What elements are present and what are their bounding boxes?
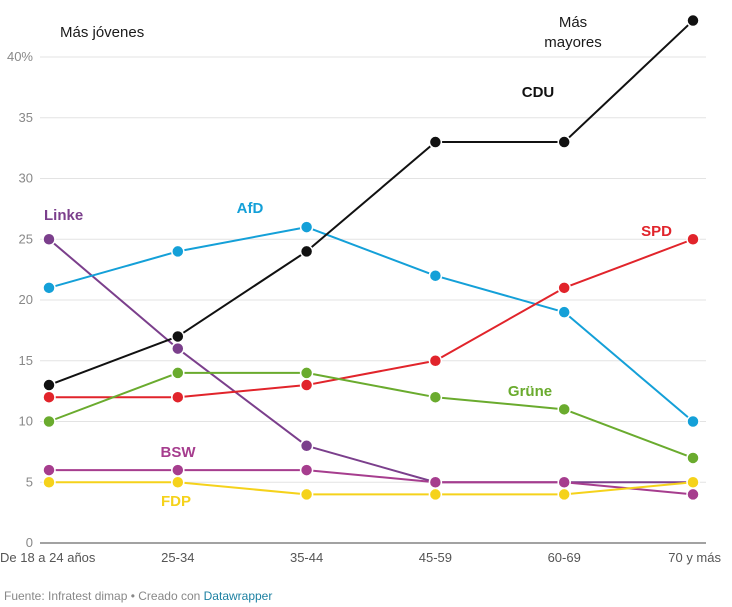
series-cdu (42, 13, 700, 392)
source-footer: Fuente: Infratest dimap • Creado con Dat… (4, 589, 272, 603)
series-line (48, 238, 693, 484)
data-point (557, 487, 571, 502)
data-point (428, 135, 443, 149)
data-point (686, 475, 700, 489)
data-point (42, 378, 56, 392)
series-label-bsw: BSW (161, 444, 197, 461)
data-point (686, 232, 700, 246)
data-point (171, 329, 185, 344)
source-text: Fuente: Infratest dimap • Creado con (4, 589, 204, 603)
data-point (171, 341, 185, 356)
annotation-older-line1: Más (559, 14, 587, 31)
series-label-linke: Linke (44, 207, 83, 224)
data-point (428, 268, 443, 283)
series-label-grne: Grüne (508, 383, 552, 400)
series-label-afd: AfD (237, 200, 264, 217)
x-tick-label: 35-44 (290, 550, 323, 565)
data-point (428, 487, 443, 502)
series-line (48, 19, 694, 386)
data-point (171, 244, 185, 259)
series-line (49, 469, 694, 496)
data-point (171, 366, 185, 380)
data-point (557, 402, 571, 417)
series-line (49, 481, 694, 496)
data-point (171, 390, 185, 404)
data-point (428, 390, 443, 404)
y-tick-label: 0 (26, 535, 33, 550)
data-point (557, 475, 571, 489)
series-lines (42, 13, 700, 502)
data-point (686, 13, 700, 28)
data-point (428, 475, 443, 489)
y-tick-label: 25 (19, 231, 33, 246)
annotation-younger: Más jóvenes (60, 24, 144, 41)
data-point (686, 451, 700, 465)
series-label-fdp: FDP (161, 493, 191, 510)
data-point (299, 244, 314, 259)
data-point (42, 414, 56, 429)
annotation-older-line2: mayores (544, 34, 602, 51)
data-point (42, 390, 56, 404)
data-point (686, 414, 700, 429)
series-line (48, 226, 694, 423)
data-point (299, 439, 314, 453)
x-tick-label: 60-69 (548, 550, 581, 565)
line-chart: 0 5 10 15 20 25 30 35 40% De 18 a 24 años 25-34 35… (0, 13, 721, 565)
y-tick-label: 30 (19, 171, 33, 186)
y-tick-label: 15 (19, 353, 33, 368)
x-tick-label: De 18 a 24 años (0, 550, 96, 565)
datawrapper-link[interactable]: Datawrapper (203, 589, 273, 603)
data-point (686, 487, 700, 502)
x-tick-label: 45-59 (419, 550, 452, 565)
data-point (42, 463, 56, 477)
data-point (299, 378, 314, 392)
data-point (171, 475, 185, 489)
x-tick-label: 25-34 (161, 550, 194, 565)
y-tick-label: 35 (19, 110, 33, 125)
series-line (48, 371, 694, 459)
data-point (299, 220, 314, 234)
y-tick-label: 5 (26, 474, 33, 489)
y-tick-label: 10 (19, 414, 33, 429)
data-point (299, 366, 314, 380)
data-point (42, 281, 56, 295)
x-tick-label: 70 y más (668, 550, 721, 565)
data-point (299, 487, 314, 502)
x-axis-ticks: De 18 a 24 años 25-34 35-44 45-59 60-69 70 y … (0, 550, 721, 565)
series-label-spd: SPD (641, 223, 672, 240)
series-afd (42, 220, 700, 429)
series-line (49, 238, 694, 399)
data-point (42, 475, 56, 489)
series-fdp (42, 475, 700, 502)
data-point (557, 305, 571, 319)
data-point (557, 281, 571, 295)
series-label-cdu: CDU (522, 84, 555, 101)
y-tick-label: 40% (7, 49, 33, 64)
series-grne (42, 366, 700, 465)
y-tick-label: 20 (19, 292, 33, 307)
data-point (557, 135, 571, 149)
series-labels: Linke AfD SPD Grüne BSW FDP CDU (44, 84, 672, 510)
y-axis-ticks: 0 5 10 15 20 25 30 35 40% (7, 49, 33, 550)
data-point (428, 354, 443, 368)
data-point (299, 463, 314, 477)
series-bsw (42, 463, 700, 502)
data-point (42, 232, 56, 246)
data-point (171, 463, 185, 477)
